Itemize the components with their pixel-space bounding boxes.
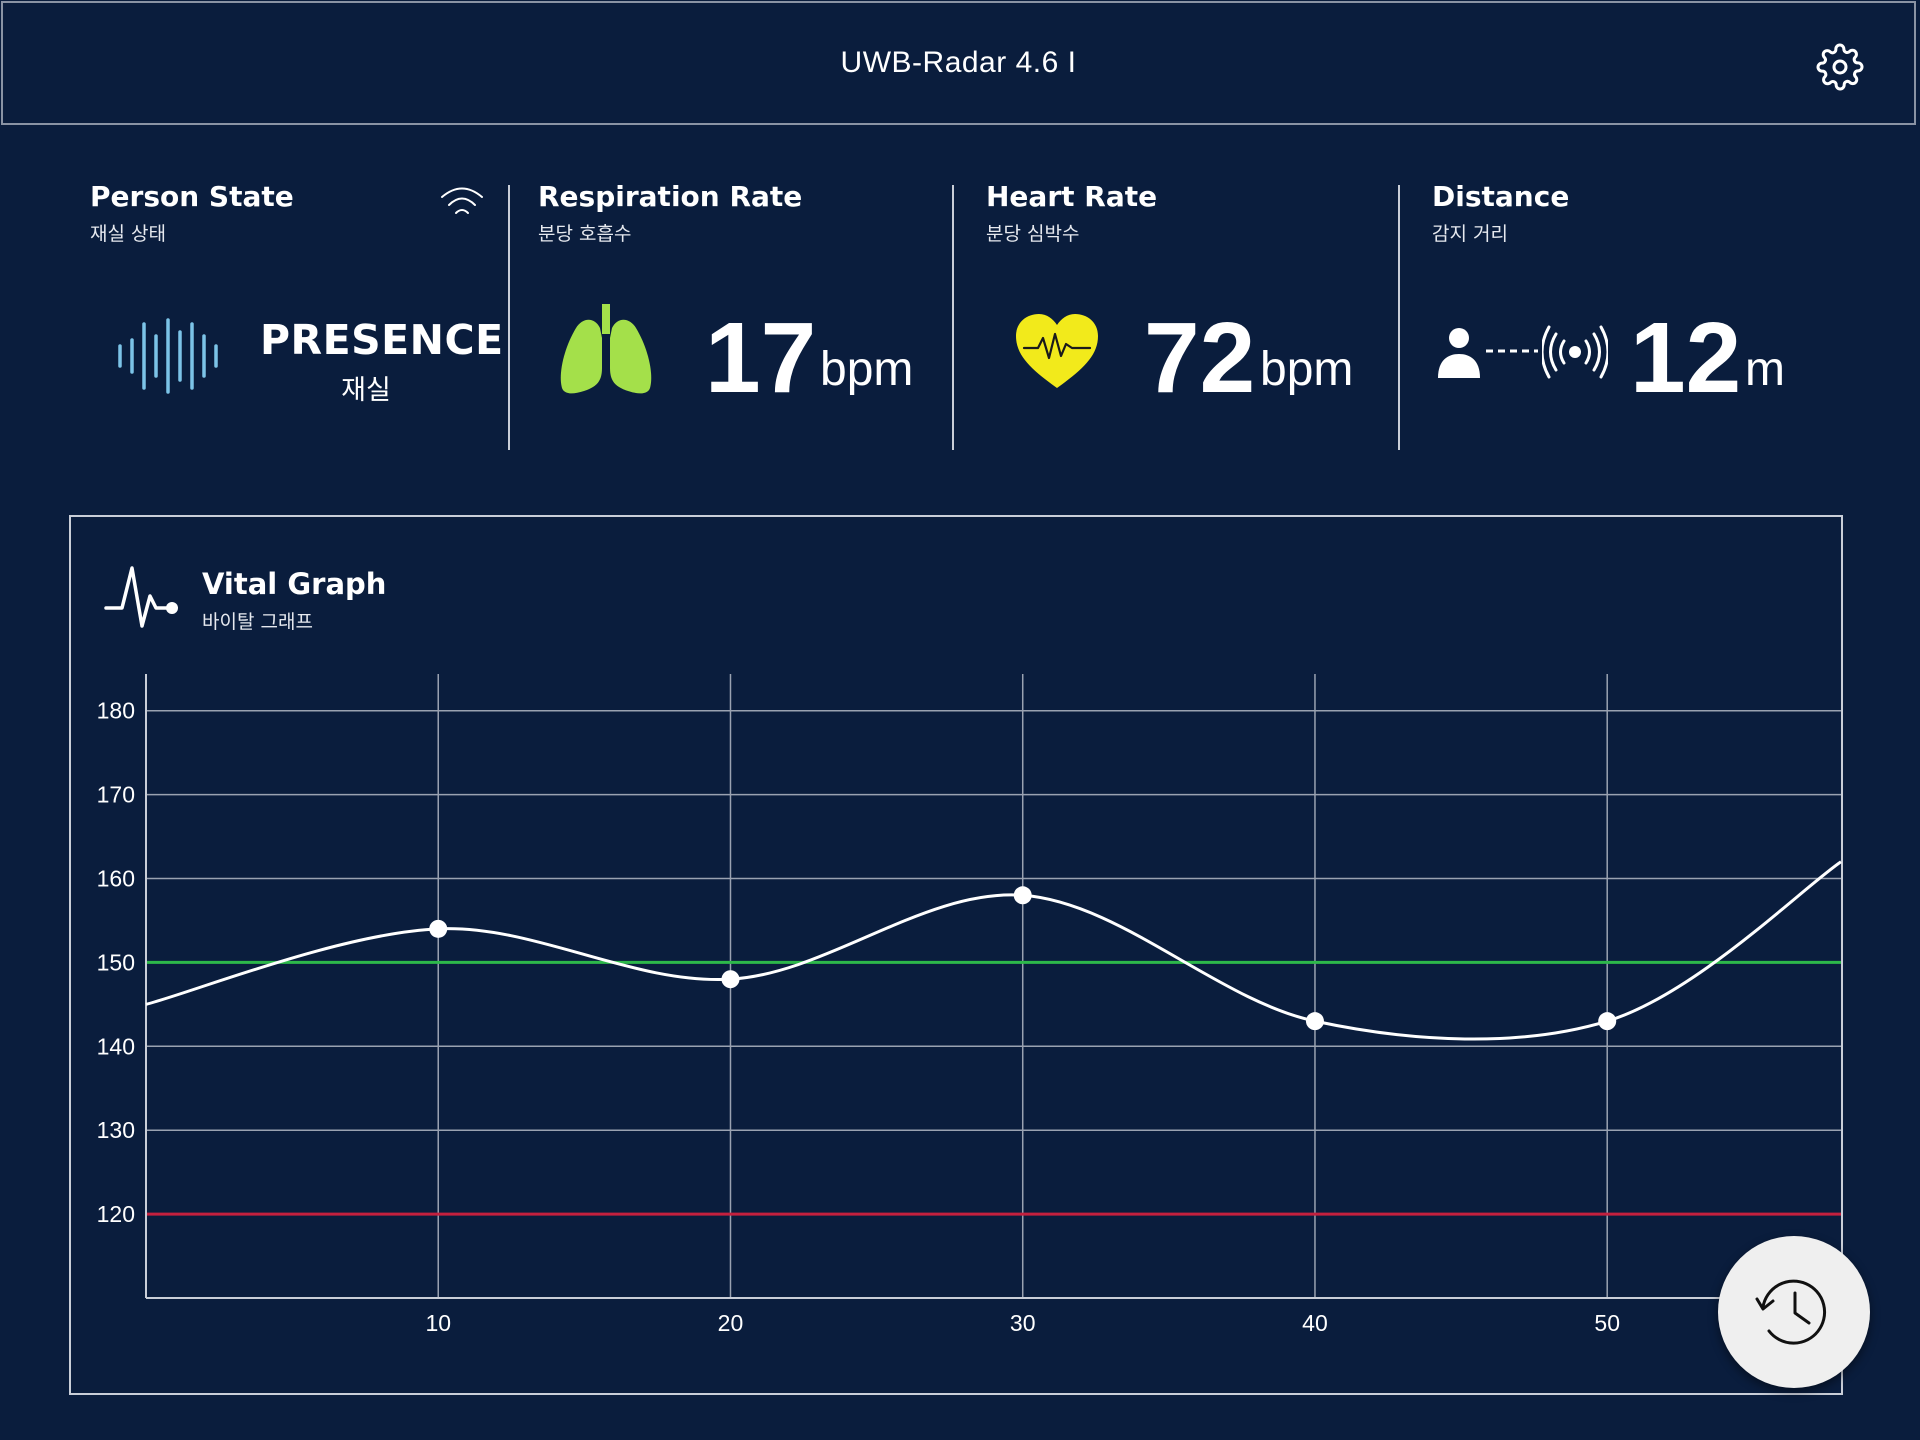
radar-signal-icon [1542,325,1608,379]
app-header: UWB-Radar 4.6 I [1,1,1916,125]
respiration-value: 17 [705,302,817,414]
vital-graph-header: Vital Graph 바이탈 그래프 [202,567,386,634]
y-tick-label: 160 [97,866,135,892]
history-button[interactable] [1718,1236,1870,1388]
card-divider [1398,185,1400,450]
x-tick-label: 30 [1010,1310,1036,1336]
heart-rate-card: Heart Rate 분당 심박수 [986,180,1386,450]
y-tick-label: 150 [97,949,135,975]
vital-graph-panel [69,515,1843,1395]
wifi-icon [441,187,483,214]
person-icon [1438,328,1480,378]
data-point [1305,1012,1324,1031]
respiration-subtitle: 분당 호흡수 [538,223,632,245]
heart-rate-title: Heart Rate [986,180,1158,213]
pulse-icon [104,566,178,628]
heart-rate-unit: bpm [1260,343,1354,396]
distance-subtitle: 감지 거리 [1432,223,1508,245]
distance-unit: m [1745,343,1785,396]
card-divider [952,185,954,450]
waveform-icon [118,318,218,394]
person-state-title: Person State [90,180,294,213]
y-tick-label: 140 [97,1033,135,1059]
data-point [1013,886,1032,905]
respiration-card: Respiration Rate 분당 호흡수 [538,180,938,450]
respiration-title: Respiration Rate [538,180,803,213]
card-divider [508,185,510,450]
dashed-link-icon [1486,349,1538,353]
data-point [1598,1012,1617,1031]
data-point [721,970,740,989]
gear-icon[interactable] [1816,43,1864,91]
presence-sublabel: 재실 [341,375,391,406]
x-tick-label: 50 [1594,1310,1620,1336]
respiration-unit: bpm [820,343,914,396]
app-title: UWB-Radar 4.6 I [840,46,1077,79]
presence-label: PRESENCE [260,316,504,364]
person-state-card: Person State 재실 상태 [90,180,490,450]
data-point [429,919,448,938]
presence-status: PRESENCE 재실 [260,316,504,407]
lungs-icon [560,304,652,394]
vital-graph-title: Vital Graph [202,567,387,601]
y-tick-label: 180 [97,698,135,724]
vital-series-line [145,860,1842,1041]
distance-value: 12 [1630,302,1742,414]
distance-title: Distance [1432,180,1570,213]
person-state-subtitle: 재실 상태 [90,223,166,245]
x-tick-label: 10 [425,1310,451,1336]
y-tick-label: 130 [97,1117,135,1143]
y-tick-label: 120 [97,1201,135,1227]
vital-graph-subtitle: 바이탈 그래프 [202,611,313,633]
distance-card: Distance 감지 거리 [1432,180,1832,450]
x-tick-label: 40 [1302,1310,1328,1336]
y-tick-label: 170 [97,782,135,808]
x-tick-label: 20 [718,1310,744,1336]
heart-icon [1016,314,1098,388]
history-icon [1755,1279,1827,1345]
heart-rate-subtitle: 분당 심박수 [986,223,1080,245]
heart-rate-value: 72 [1144,302,1256,414]
